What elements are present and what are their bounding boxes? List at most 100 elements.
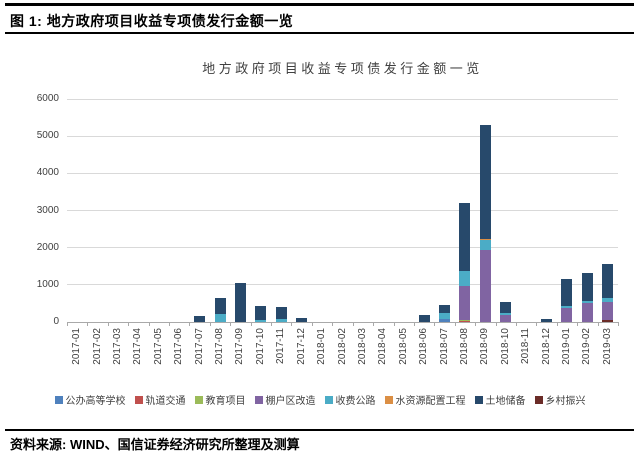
bar-segment-土地储备 <box>255 305 267 320</box>
x-axis-tick <box>515 322 517 326</box>
x-axis-tick <box>148 322 150 326</box>
bar-segment-收费公路 <box>581 300 593 304</box>
bar-segment-收费公路 <box>561 306 573 309</box>
x-axis-tick <box>413 322 415 326</box>
x-axis-tick <box>556 322 558 326</box>
legend-label: 公办高等学校 <box>65 396 126 407</box>
bar-segment-土地储备 <box>541 319 553 322</box>
x-tick-label: 2018-09 <box>479 328 491 365</box>
legend-item: 教育项目 <box>194 392 246 407</box>
legend-swatch <box>194 395 203 404</box>
x-axis-line <box>67 321 618 323</box>
gridline <box>67 172 618 174</box>
legend-label: 教育项目 <box>205 396 246 407</box>
y-tick-label: 5000 <box>36 130 59 142</box>
source-note: 资料来源: WIND、国信证券经济研究所整理及测算 <box>10 437 300 451</box>
legend-item: 土地储备 <box>474 392 526 407</box>
bar-segment-棚户区改造 <box>459 285 471 321</box>
x-axis-tick <box>618 322 619 326</box>
legend-label: 土地储备 <box>485 396 526 407</box>
x-tick-label: 2019-02 <box>581 328 593 365</box>
x-tick-label: 2017-04 <box>132 328 144 365</box>
legend-swatch <box>134 395 143 404</box>
bar-segment-土地储备 <box>214 298 226 315</box>
bar-segment-土地储备 <box>561 279 573 307</box>
x-axis-tick <box>577 322 579 326</box>
bar-segment-乡村振兴 <box>602 320 614 322</box>
legend-item: 棚户区改造 <box>254 392 316 407</box>
y-tick-label: 0 <box>53 316 59 327</box>
legend-label: 水资源配置工程 <box>395 396 466 407</box>
legend-item: 乡村振兴 <box>534 392 586 407</box>
x-tick-label: 2017-03 <box>112 328 124 365</box>
x-axis-tick <box>373 322 375 326</box>
bar-segment-收费公路 <box>500 312 512 315</box>
legend-swatch <box>474 395 483 404</box>
x-axis-tick <box>189 322 191 326</box>
bar-segment-收费公路 <box>439 313 451 320</box>
bar-segment-土地储备 <box>602 264 614 299</box>
bar-segment-收费公路 <box>602 298 614 302</box>
bar-segment-收费公路 <box>275 319 287 322</box>
x-axis-tick <box>434 322 436 326</box>
bar-segment-公办高等学校 <box>439 319 451 322</box>
gridline <box>67 284 618 286</box>
bar-segment-水资源配置工程 <box>479 238 491 241</box>
gridline <box>67 98 618 100</box>
x-axis-tick <box>271 322 273 326</box>
legend-swatch <box>384 395 393 404</box>
legend-label: 棚户区改造 <box>265 396 316 407</box>
bar-segment-收费公路 <box>255 319 267 322</box>
x-tick-label: 2018-03 <box>356 328 368 365</box>
x-axis-tick <box>87 322 89 326</box>
bar-segment-土地储备 <box>439 304 451 314</box>
x-tick-label: 2017-06 <box>173 328 185 365</box>
legend-label: 乡村振兴 <box>545 396 586 407</box>
x-axis-tick <box>454 322 456 326</box>
x-axis-tick <box>107 322 109 326</box>
x-tick-label: 2017-02 <box>91 328 103 365</box>
chart-title: 地方政府项目收益专项债发行金额一览 <box>202 61 483 76</box>
y-tick-label: 3000 <box>36 204 59 216</box>
legend-swatch <box>54 395 63 404</box>
legend-swatch <box>254 395 263 404</box>
legend-item: 收费公路 <box>324 392 376 407</box>
x-tick-label: 2017-12 <box>295 328 307 365</box>
x-tick-label: 2018-10 <box>499 328 511 365</box>
x-tick-label: 2019-03 <box>601 328 613 365</box>
legend-swatch <box>534 395 543 404</box>
bar-segment-土地储备 <box>479 125 491 239</box>
bar-segment-土地储备 <box>275 306 287 320</box>
bar-segment-棚户区改造 <box>500 314 512 322</box>
y-tick-label: 4000 <box>36 167 59 179</box>
bar-segment-土地储备 <box>581 272 593 301</box>
bar-segment-收费公路 <box>214 314 226 322</box>
figure-title: 图 1: 地方政府项目收益专项债发行金额一览 <box>10 13 294 29</box>
legend-swatch <box>324 395 333 404</box>
y-tick-label: 6000 <box>36 93 59 104</box>
x-axis-tick <box>495 322 497 326</box>
x-axis-tick <box>352 322 354 326</box>
x-tick-label: 2017-09 <box>234 328 246 365</box>
x-axis-tick <box>311 322 313 326</box>
x-axis-tick <box>291 322 293 326</box>
y-tick-label: 2000 <box>36 241 59 253</box>
bar-segment-土地储备 <box>459 203 471 272</box>
legend-item: 轨道交通 <box>134 392 186 407</box>
bar-segment-棚户区改造 <box>581 303 593 322</box>
x-tick-label: 2017-01 <box>71 328 83 365</box>
x-tick-label: 2019-01 <box>560 328 572 365</box>
x-axis-tick <box>332 322 334 326</box>
x-tick-label: 2017-05 <box>152 328 164 365</box>
x-tick-label: 2018-01 <box>316 328 328 365</box>
bar-segment-棚户区改造 <box>479 249 491 322</box>
gridline <box>67 135 618 137</box>
chart-legend: 公办高等学校 轨道交通 教育项目 棚户区改造 收费公路 水资源配置工程 土地储备 乡村振兴 <box>18 392 622 407</box>
x-tick-label: 2018-06 <box>418 328 430 365</box>
y-tick-label: 1000 <box>36 278 59 290</box>
bar-segment-土地储备 <box>418 314 430 322</box>
x-axis-tick <box>536 322 538 326</box>
gridline <box>67 210 618 211</box>
footer-divider <box>5 429 634 431</box>
